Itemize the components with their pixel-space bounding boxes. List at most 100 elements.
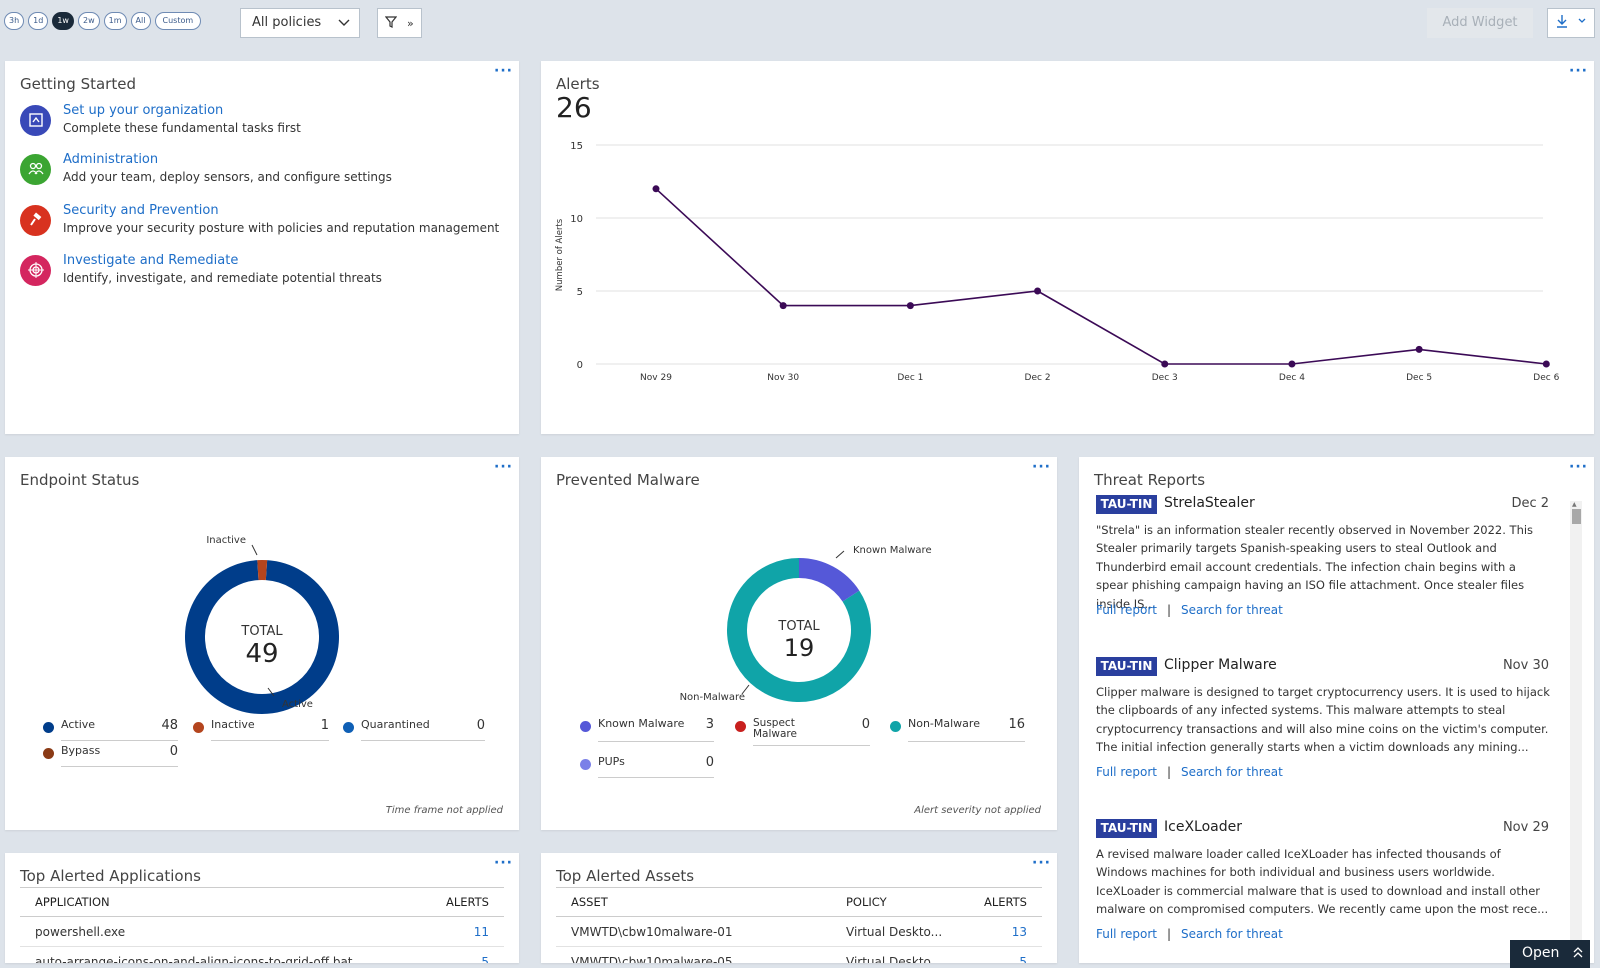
- threat-reports-scrollbar[interactable]: ▲: [1570, 501, 1582, 963]
- tau-tin-badge: TAU-TIN: [1096, 819, 1157, 838]
- known-malware-callout-line: [836, 551, 844, 558]
- policy-select-value: All policies: [252, 15, 321, 30]
- range-3h-button[interactable]: 3h: [4, 12, 24, 30]
- team-icon: [20, 154, 51, 185]
- gs-investigate-link[interactable]: Investigate and Remediate: [63, 253, 238, 268]
- range-custom-button[interactable]: Custom: [155, 12, 202, 30]
- download-button[interactable]: [1547, 8, 1595, 38]
- legend-non-malware: Non-Malware 16: [890, 716, 1025, 742]
- alerts-count-link[interactable]: 13: [965, 917, 1042, 947]
- table-row[interactable]: VMWTD\cbw10malware-01 Virtual Deskto... …: [556, 917, 1042, 947]
- range-1m-button[interactable]: 1m: [104, 12, 127, 30]
- range-2w-button[interactable]: 2w: [78, 12, 100, 30]
- column-header[interactable]: ALERTS: [420, 888, 504, 917]
- policy-select[interactable]: All policies: [240, 8, 360, 38]
- scroll-up-icon[interactable]: ▲: [1572, 501, 1577, 508]
- threat-description: A revised malware loader called IceXLoad…: [1096, 845, 1551, 919]
- column-header[interactable]: POLICY: [831, 888, 965, 917]
- column-header[interactable]: ALERTS: [965, 888, 1042, 917]
- known-malware-callout: Known Malware: [853, 545, 932, 556]
- threat-report-item: TAU-TIN StrelaStealer Dec 2 "Strela" is …: [1094, 495, 1549, 635]
- table-row[interactable]: powershell.exe 11: [20, 917, 504, 947]
- card-menu-icon[interactable]: ···: [1032, 855, 1051, 871]
- y-tick-label: 5: [577, 287, 583, 298]
- legend-underline: [61, 766, 178, 767]
- download-icon: [1555, 14, 1569, 28]
- add-widget-button[interactable]: Add Widget: [1427, 8, 1533, 38]
- alerts-count-link[interactable]: 11: [420, 917, 504, 947]
- gs-security-desc: Improve your security posture with polic…: [63, 221, 499, 235]
- open-panel-button[interactable]: Open: [1510, 940, 1590, 968]
- known-malware-slice[interactable]: [799, 568, 851, 596]
- card-title: Prevented Malware: [556, 471, 700, 489]
- card-menu-icon[interactable]: ···: [494, 855, 513, 871]
- donut-total-label: TOTAL: [240, 624, 283, 639]
- search-for-threat-link[interactable]: Search for threat: [1181, 603, 1283, 617]
- card-title: Getting Started: [20, 75, 136, 93]
- alerts-data-point[interactable]: [1543, 361, 1550, 368]
- threat-name[interactable]: IceXLoader: [1164, 819, 1242, 835]
- alerts-data-point[interactable]: [1416, 346, 1423, 353]
- threat-description: Clipper malware is designed to target cr…: [1096, 683, 1551, 757]
- column-header[interactable]: ASSET: [556, 888, 831, 917]
- alerts-data-point[interactable]: [1034, 288, 1041, 295]
- top-alerted-assets-card: Top Alerted Assets ··· ASSET POLICY ALER…: [541, 853, 1057, 963]
- card-menu-icon[interactable]: ···: [1032, 459, 1051, 475]
- x-tick-label: Dec 5: [1406, 373, 1432, 383]
- range-1d-button[interactable]: 1d: [28, 12, 48, 30]
- search-for-threat-link[interactable]: Search for threat: [1181, 765, 1283, 779]
- legend-underline: [211, 740, 329, 741]
- card-menu-icon[interactable]: ···: [494, 459, 513, 475]
- table-row[interactable]: VMWTD\cbw10malware-05 Virtual Deskto... …: [556, 947, 1042, 964]
- x-tick-label: Dec 3: [1152, 373, 1178, 383]
- gs-setup-link[interactable]: Set up your organization: [63, 103, 223, 118]
- card-title: Threat Reports: [1094, 471, 1205, 489]
- alerts-data-point[interactable]: [907, 302, 914, 309]
- card-menu-icon[interactable]: ···: [494, 63, 513, 79]
- gs-security-link[interactable]: Security and Prevention: [63, 203, 219, 218]
- app-name: powershell.exe: [20, 917, 420, 947]
- malware-donut-chart: TOTAL 19 Known Malware Non-Malware: [541, 497, 1057, 717]
- legend-known-malware: Known Malware 3: [580, 716, 714, 742]
- full-report-link[interactable]: Full report: [1096, 765, 1157, 779]
- range-all-button[interactable]: All: [131, 12, 151, 30]
- legend-dot: [343, 722, 354, 733]
- alerts-data-point[interactable]: [1161, 361, 1168, 368]
- x-tick-label: Dec 2: [1025, 373, 1051, 383]
- legend-active: Active 48: [43, 717, 178, 741]
- scrollbar-thumb[interactable]: [1572, 509, 1581, 524]
- alerts-data-point[interactable]: [653, 185, 660, 192]
- legend-value: 0: [706, 755, 714, 770]
- table-row[interactable]: auto-arrange-icons-on-and-align-icons-to…: [20, 947, 504, 964]
- open-label: Open: [1522, 945, 1559, 961]
- filter-button[interactable]: »: [377, 8, 422, 38]
- search-for-threat-link[interactable]: Search for threat: [1181, 927, 1283, 941]
- legend-label: Known Malware: [598, 718, 684, 730]
- threat-name[interactable]: Clipper Malware: [1164, 657, 1277, 673]
- gs-admin-link[interactable]: Administration: [63, 152, 158, 167]
- legend-label: Non-Malware: [908, 718, 980, 730]
- card-menu-icon[interactable]: ···: [1569, 459, 1588, 475]
- alerts-count-link[interactable]: 5: [965, 947, 1042, 964]
- full-report-link[interactable]: Full report: [1096, 927, 1157, 941]
- threat-links: Full report|Search for threat: [1096, 603, 1283, 617]
- alerts-count-link[interactable]: 5: [420, 947, 504, 964]
- table-header-row: APPLICATION ALERTS: [20, 888, 504, 917]
- link-separator: |: [1167, 765, 1171, 779]
- dashboard-toolbar: 3h 1d 1w 2w 1m All Custom All policies »…: [0, 0, 1600, 46]
- alerts-data-point[interactable]: [1288, 361, 1295, 368]
- range-1w-button[interactable]: 1w: [52, 12, 74, 30]
- threat-description: "Strela" is an information stealer recen…: [1096, 521, 1551, 613]
- gs-setup-desc: Complete these fundamental tasks first: [63, 121, 301, 135]
- threat-name[interactable]: StrelaStealer: [1164, 495, 1255, 511]
- column-header[interactable]: APPLICATION: [20, 888, 420, 917]
- tau-tin-badge: TAU-TIN: [1096, 657, 1157, 676]
- threat-reports-card: Threat Reports ··· TAU-TIN StrelaStealer…: [1079, 457, 1594, 963]
- card-title: Endpoint Status: [20, 471, 139, 489]
- alerts-data-point[interactable]: [780, 302, 787, 309]
- full-report-link[interactable]: Full report: [1096, 603, 1157, 617]
- legend-bypass: Bypass 0: [43, 743, 178, 767]
- footnote: Alert severity not applied: [914, 805, 1041, 816]
- legend-suspect-malware: Suspect Malware 0: [735, 716, 870, 746]
